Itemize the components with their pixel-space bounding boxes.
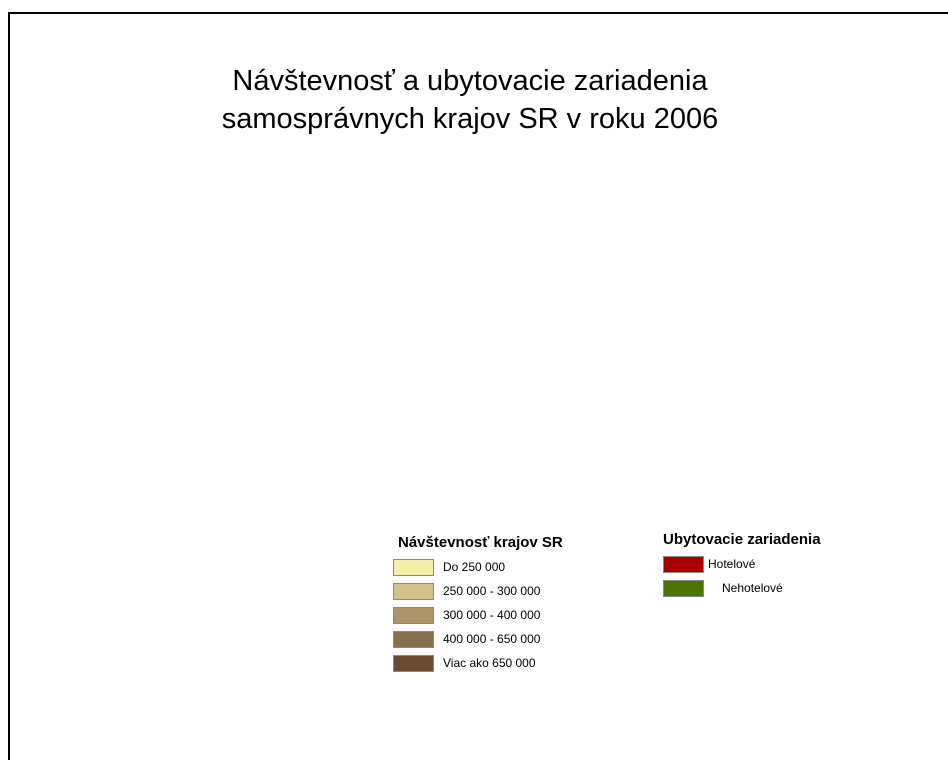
legend-item: Viac ako 650 000 [393, 655, 563, 679]
legend-swatch [393, 559, 434, 576]
legend-label: 300 000 - 400 000 [443, 608, 541, 622]
legend-item: 400 000 - 650 000 [393, 631, 563, 655]
legend-swatch [393, 655, 434, 672]
legend-swatch [393, 631, 434, 648]
frame-border [8, 12, 948, 14]
legend-label: 400 000 - 650 000 [443, 632, 541, 646]
legend-label: Nehotelové [722, 581, 783, 595]
legend-swatch [393, 583, 434, 600]
legend-label: 250 000 - 300 000 [443, 584, 541, 598]
legend-swatch [663, 580, 704, 597]
legend-swatch [393, 607, 434, 624]
map-title: Návštevnosť a ubytovacie zariadenia samo… [0, 62, 940, 138]
legend-item: 250 000 - 300 000 [393, 583, 563, 607]
legend-item: 300 000 - 400 000 [393, 607, 563, 631]
title-line: Návštevnosť a ubytovacie zariadenia [232, 65, 708, 97]
frame-border [8, 12, 10, 760]
legend-swatch [663, 556, 704, 573]
legend-title: Ubytovacie zariadenia [663, 531, 821, 548]
legend-item: Nehotelové [663, 580, 821, 604]
legend-label: Viac ako 650 000 [443, 656, 536, 670]
legend-label: Hotelové [708, 557, 756, 571]
legend-item: Hotelové [663, 556, 821, 580]
legend: Návštevnosť krajov SR Do 250 000 250 000 … [393, 534, 563, 679]
legend-title: Návštevnosť krajov SR [398, 534, 563, 551]
title-line: samosprávnych krajov SR v roku 2006 [221, 103, 719, 135]
legend-label: Do 250 000 [443, 560, 506, 574]
legend: Ubytovacie zariadenia Hotelové Nehotelové [663, 531, 821, 604]
legend-item: Do 250 000 [393, 559, 563, 583]
